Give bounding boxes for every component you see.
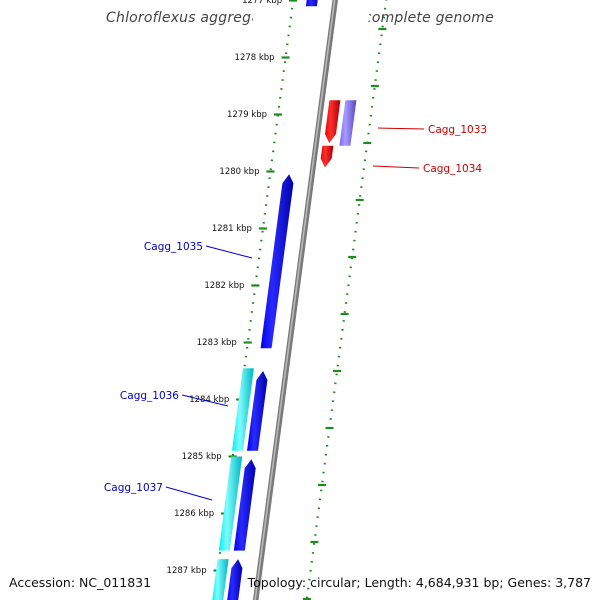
label-leader-line xyxy=(372,165,420,169)
gene-feature-0[interactable] xyxy=(305,0,320,7)
gene-feature-10[interactable] xyxy=(227,559,243,600)
scale-label: 1284 kbp xyxy=(189,395,229,405)
label-leader-line xyxy=(165,486,213,501)
gene-feature-9[interactable] xyxy=(212,559,229,600)
gene-label-cagg_1036[interactable]: Cagg_1036 xyxy=(120,390,179,402)
accession-text: Accession: NC_011831 xyxy=(9,575,152,590)
gene-feature-8[interactable] xyxy=(233,459,256,551)
scale-label: 1287 kbp xyxy=(167,566,207,576)
gene-feature-6[interactable] xyxy=(247,371,268,451)
gene-cagg_1034[interactable] xyxy=(320,145,334,168)
scale-label: 1282 kbp xyxy=(204,281,244,291)
gene-label-cagg_1035[interactable]: Cagg_1035 xyxy=(144,241,203,253)
scale-label: 1277 kbp xyxy=(242,0,282,6)
scale-label: 1279 kbp xyxy=(227,110,267,120)
scale-label: 1280 kbp xyxy=(219,167,259,177)
scale-label: 1285 kbp xyxy=(182,452,222,462)
genome-summary-text: Topology: circular; Length: 4,684,931 bp… xyxy=(247,575,591,590)
gene-cagg_1036[interactable] xyxy=(232,368,254,451)
scale-label: 1278 kbp xyxy=(235,53,275,63)
gene-label-cagg_1033[interactable]: Cagg_1033 xyxy=(428,124,487,136)
scale-label: 1283 kbp xyxy=(197,338,237,348)
label-leader-line xyxy=(181,394,229,407)
scale-label: 1281 kbp xyxy=(212,224,252,234)
gene-feature-2[interactable] xyxy=(325,100,341,143)
gene-cagg_1037[interactable] xyxy=(218,456,243,551)
label-leader-line xyxy=(205,245,253,259)
gene-cagg_1035[interactable] xyxy=(260,174,294,349)
scale-label: 1286 kbp xyxy=(174,509,214,519)
gene-label-cagg_1034[interactable]: Cagg_1034 xyxy=(423,163,482,175)
gene-cagg_1033[interactable] xyxy=(339,100,357,146)
gene-label-cagg_1037[interactable]: Cagg_1037 xyxy=(104,482,163,494)
genome-backbone-highlight xyxy=(254,0,336,600)
label-leader-line xyxy=(377,127,425,130)
